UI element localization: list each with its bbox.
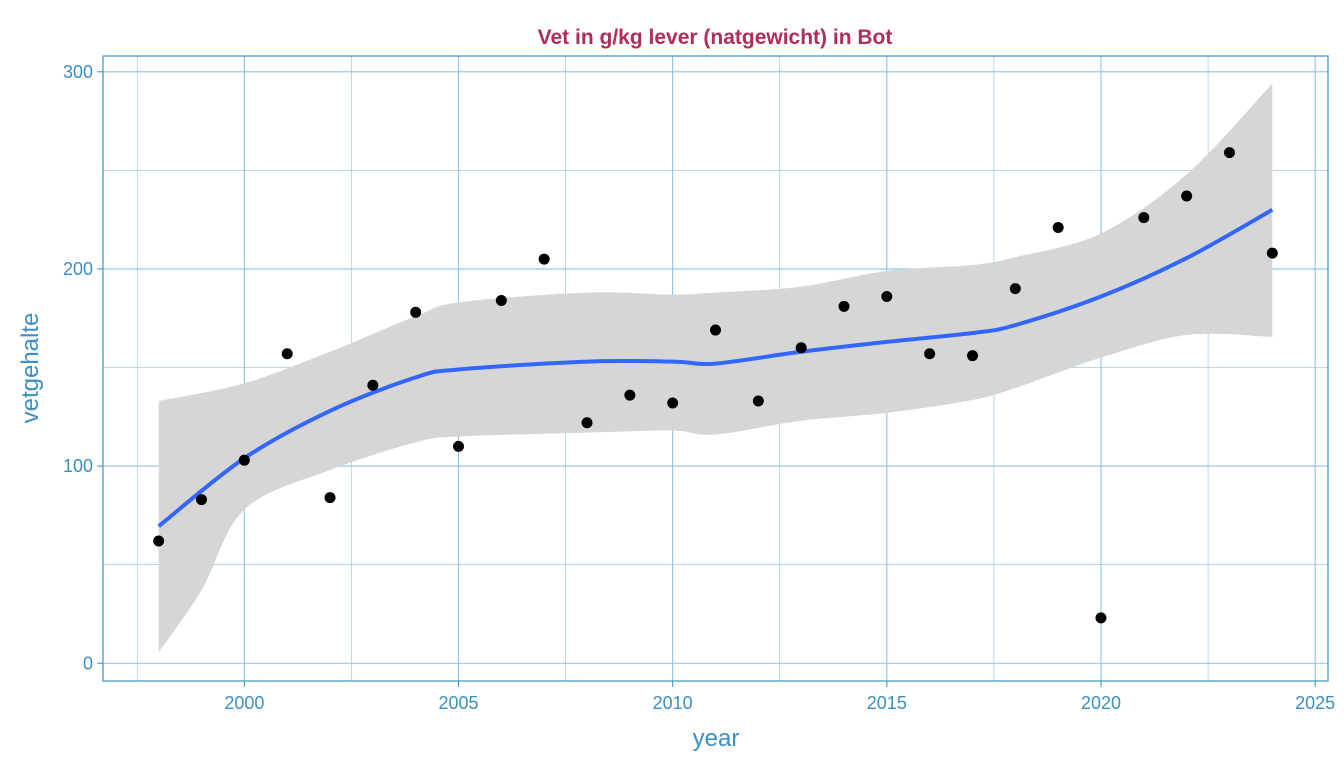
data-point bbox=[1009, 283, 1021, 295]
data-point bbox=[1181, 190, 1193, 202]
data-point bbox=[1266, 247, 1278, 259]
data-point bbox=[153, 535, 165, 547]
data-point bbox=[367, 379, 379, 391]
data-point bbox=[710, 324, 721, 336]
data-point bbox=[410, 306, 422, 318]
data-point bbox=[581, 417, 593, 429]
x-tick-label: 2000 bbox=[224, 693, 264, 713]
points bbox=[153, 147, 1278, 624]
y-tick-label: 300 bbox=[63, 62, 93, 82]
data-point bbox=[538, 253, 550, 265]
data-point bbox=[196, 494, 208, 506]
data-point bbox=[238, 454, 250, 466]
data-point bbox=[624, 389, 636, 401]
data-point bbox=[495, 294, 507, 306]
x-axis-label: year bbox=[693, 725, 740, 752]
data-point bbox=[838, 300, 850, 312]
data-point bbox=[324, 492, 336, 504]
x-tick-label: 2015 bbox=[867, 693, 907, 713]
data-point bbox=[1138, 212, 1150, 224]
data-point bbox=[281, 348, 293, 360]
data-point bbox=[667, 397, 679, 409]
ticks: 2000 2005 2010 2015 2020 2025 0 100 200 300 bbox=[63, 62, 1335, 713]
panel-border bbox=[102, 55, 1329, 682]
data-point bbox=[453, 440, 465, 452]
y-tick-label: 0 bbox=[83, 653, 93, 673]
data-point bbox=[1095, 612, 1107, 624]
data-point bbox=[924, 348, 936, 360]
x-tick-label: 2010 bbox=[653, 693, 693, 713]
chart-title: Vet in g/kg lever (natgewicht) in Bot bbox=[538, 26, 893, 49]
confidence-ribbon bbox=[158, 83, 1273, 653]
data-point bbox=[795, 342, 807, 354]
x-tick-label: 2005 bbox=[438, 693, 478, 713]
y-axis-label: vetgehalte bbox=[17, 313, 44, 424]
y-tick-label: 100 bbox=[63, 456, 93, 476]
x-tick-label: 2025 bbox=[1295, 693, 1335, 713]
smooth-line bbox=[157, 208, 1274, 528]
data-point bbox=[966, 350, 978, 362]
data-point bbox=[881, 291, 893, 303]
x-tick-label: 2020 bbox=[1081, 693, 1121, 713]
y-tick-label: 200 bbox=[63, 259, 93, 279]
data-point bbox=[752, 395, 764, 407]
data-point bbox=[1052, 222, 1064, 234]
data-point bbox=[1223, 147, 1235, 159]
